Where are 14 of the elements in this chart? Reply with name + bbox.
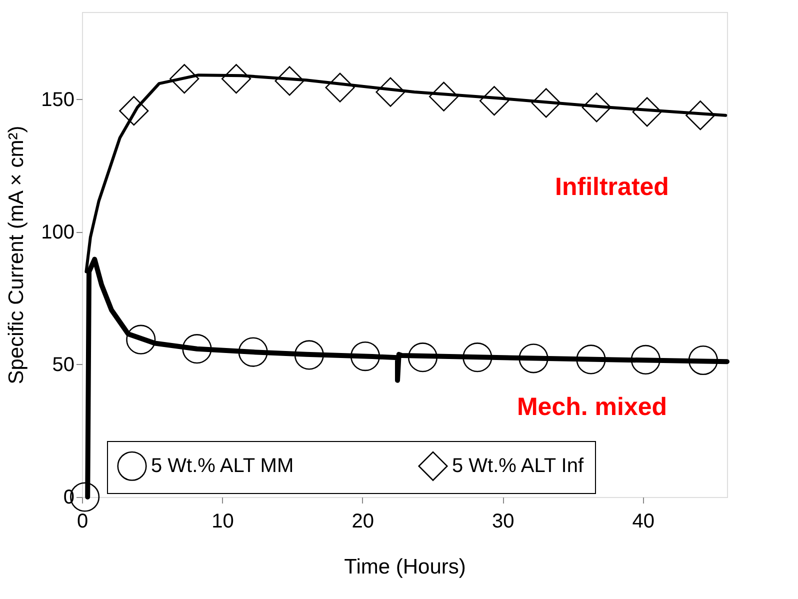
x-tick-label: 0 <box>76 510 88 532</box>
legend-label: 5 Wt.% ALT MM <box>151 455 294 478</box>
x-axis-title: Time (Hours) <box>344 556 466 578</box>
x-tick-label: 30 <box>492 510 514 532</box>
y-tick-label: 100 <box>41 221 74 244</box>
y-tick-label: 50 <box>52 354 74 376</box>
annotation: Infiltrated <box>555 173 669 201</box>
annotation: Mech. mixed <box>516 393 668 421</box>
x-tick-label: 20 <box>352 510 374 532</box>
x-tick-label: 40 <box>632 510 654 532</box>
x-tick-label: 10 <box>212 510 234 532</box>
y-tick-label: 150 <box>41 88 74 111</box>
legend-label: 5 Wt.% ALT Inf <box>452 455 584 478</box>
y-axis-title: Specific Current (mA × cm²) <box>5 126 28 384</box>
